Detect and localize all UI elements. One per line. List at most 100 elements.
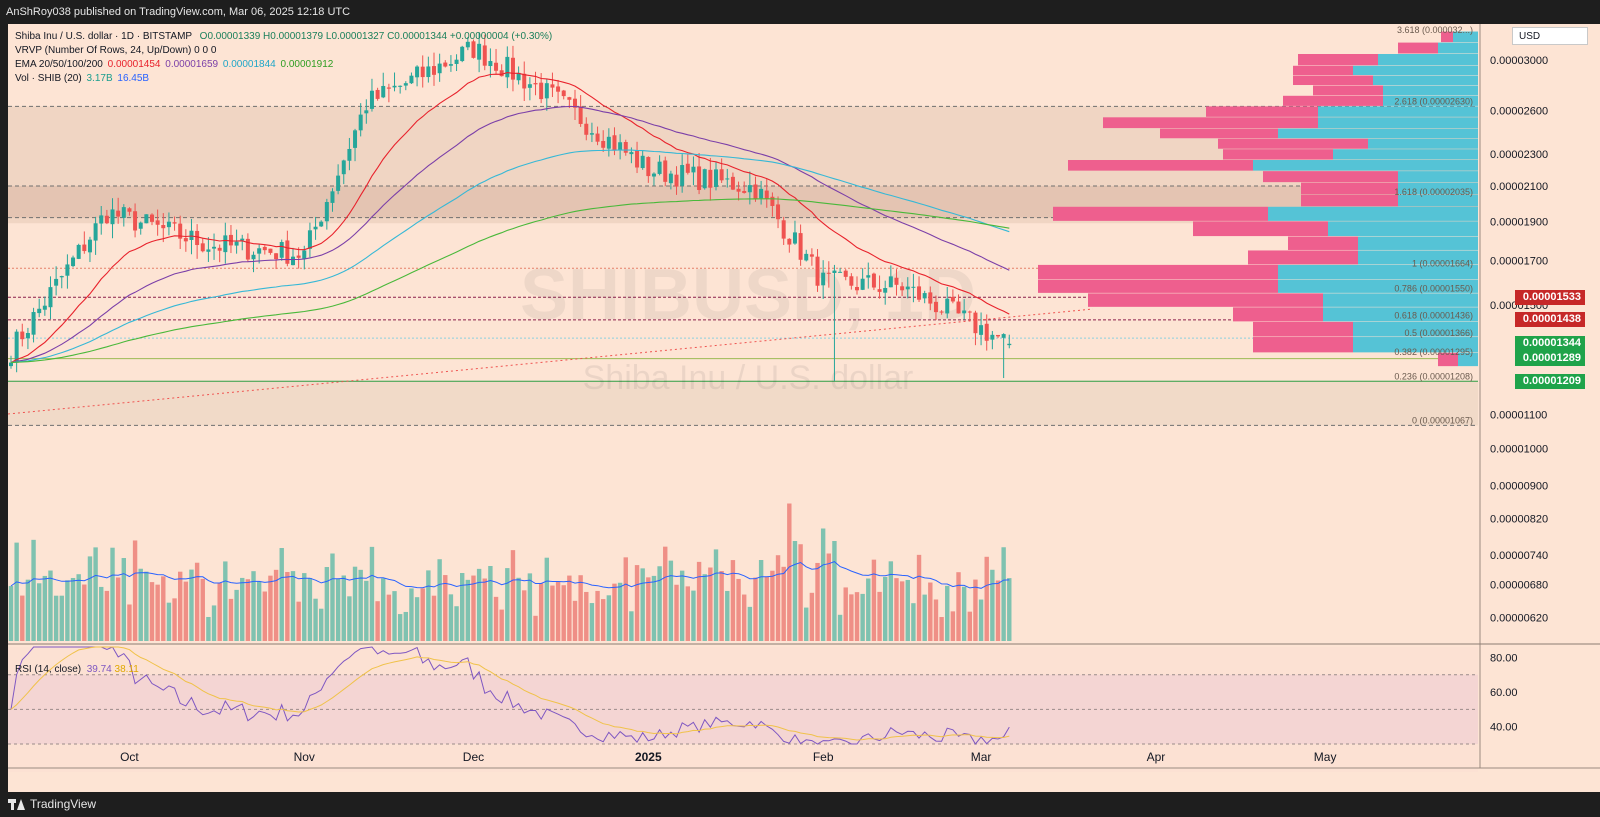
candle-body [928,292,933,304]
candle-body [330,191,335,203]
candle-body [341,160,346,175]
legend-ema-row[interactable]: EMA 20/50/100/200 0.00001454 0.00001659 … [15,58,554,72]
tradingview-logo[interactable]: TradingView [8,792,96,817]
volume-bar [341,575,346,641]
candle-body [291,256,295,266]
price-chart[interactable]: SHIBUSD, 1D Shiba Inu / U.S. dollar 3.618 … [7,24,1600,792]
fib-level-label: 0.5 (0.00001366) [1404,328,1473,338]
demand-zone [8,380,1478,426]
volume-bar [189,569,194,641]
volume-profile-up-bar [1268,206,1478,221]
currency-button[interactable]: USD [1512,27,1588,45]
candle-body [815,256,820,286]
candle-body [685,163,690,173]
volume-bar [369,546,375,641]
candle [894,269,899,296]
volume-profile-up-bar [1358,250,1478,265]
price-tag: 0.00001289 [1515,351,1585,367]
volume-bar [121,558,126,641]
volume-profile-down-bar [1253,337,1353,353]
candle [601,130,606,153]
candle-body [781,220,786,239]
volume-bar [505,568,510,641]
candle-body [386,87,391,89]
watermark-name: Shiba Inu / U.S. dollar [583,359,914,397]
candle [736,181,741,201]
legend-symbol-row[interactable]: Shiba Inu / U.S. dollar · 1D · BITSTAMP … [15,30,554,44]
candle [685,154,690,175]
volume-bar [877,591,882,641]
candle-body [392,85,397,88]
candle [950,289,955,304]
rsi-legend[interactable]: RSI (14, close) 39.74 38.11 [15,664,139,675]
candle [437,53,442,82]
rsi-line [10,646,1010,745]
volume-bar [330,553,335,641]
volume-bar [240,577,245,641]
candle-body [601,140,606,148]
volume-bar [20,595,25,641]
candle [533,71,538,96]
volume-bar [443,575,448,641]
candle [888,265,893,288]
candle-body [99,215,104,224]
candle [409,72,414,85]
candle [448,55,453,72]
candle [584,117,589,141]
candle-body [1001,334,1006,338]
volume-bar [713,549,719,641]
volume-bar [149,582,155,641]
candle [138,221,143,235]
volume-bar [110,547,115,641]
candle [54,266,59,296]
candle [905,277,910,299]
volume-bar [76,574,81,641]
ema200-value: 0.00001912 [280,59,334,70]
volume-bar [612,583,617,641]
candle-body [415,66,420,78]
candle-body [646,157,651,177]
candle-body [234,241,239,246]
candle-body [984,323,989,341]
fib-level-label: 3.618 (0.000032...) [1397,25,1473,35]
price-tick-label: 0.00001900 [1490,216,1548,228]
volume-bar [860,593,865,641]
volume-bar [273,569,279,641]
volume-bar [544,557,549,641]
candle-body [200,243,205,252]
volume-bar [510,550,516,641]
volume-profile-down-bar [1248,250,1358,265]
legend-vol-row[interactable]: Vol · SHIB (20) 3.17B 16.45B [15,72,554,86]
candle [307,222,312,258]
candle [353,128,358,162]
candle-body [922,293,927,299]
candle-body [573,98,577,108]
candle-body [409,75,414,84]
volume-profile-down-bar [1103,117,1318,129]
candle-body [804,253,809,261]
candle [561,89,566,100]
candle [776,196,781,229]
candle [708,157,713,201]
candle-body [990,334,995,340]
volume-bar [245,579,251,641]
trend-line [7,308,1094,415]
candle [680,154,685,193]
volume-bar [696,561,702,641]
candle-body [917,286,922,300]
volume-bar [595,590,600,641]
candle-body [150,214,154,222]
volume-bar [87,556,93,641]
candle-body [905,286,910,290]
volume-bar [99,586,104,641]
volume-bar [392,591,397,641]
volume-bar [820,528,826,641]
candle-body [1007,343,1012,346]
volume-bar [228,598,234,641]
candle-body [680,165,685,186]
chart-area[interactable]: SHIBUSD, 1D Shiba Inu / U.S. dollar 3.618 … [7,24,1600,792]
volume-bar [37,583,42,641]
volume-bar [984,556,989,641]
legend-vrvp-row[interactable]: VRVP (Number Of Rows, 24, Up/Down) 0 0 0 [15,44,554,58]
candle-body [121,207,126,218]
